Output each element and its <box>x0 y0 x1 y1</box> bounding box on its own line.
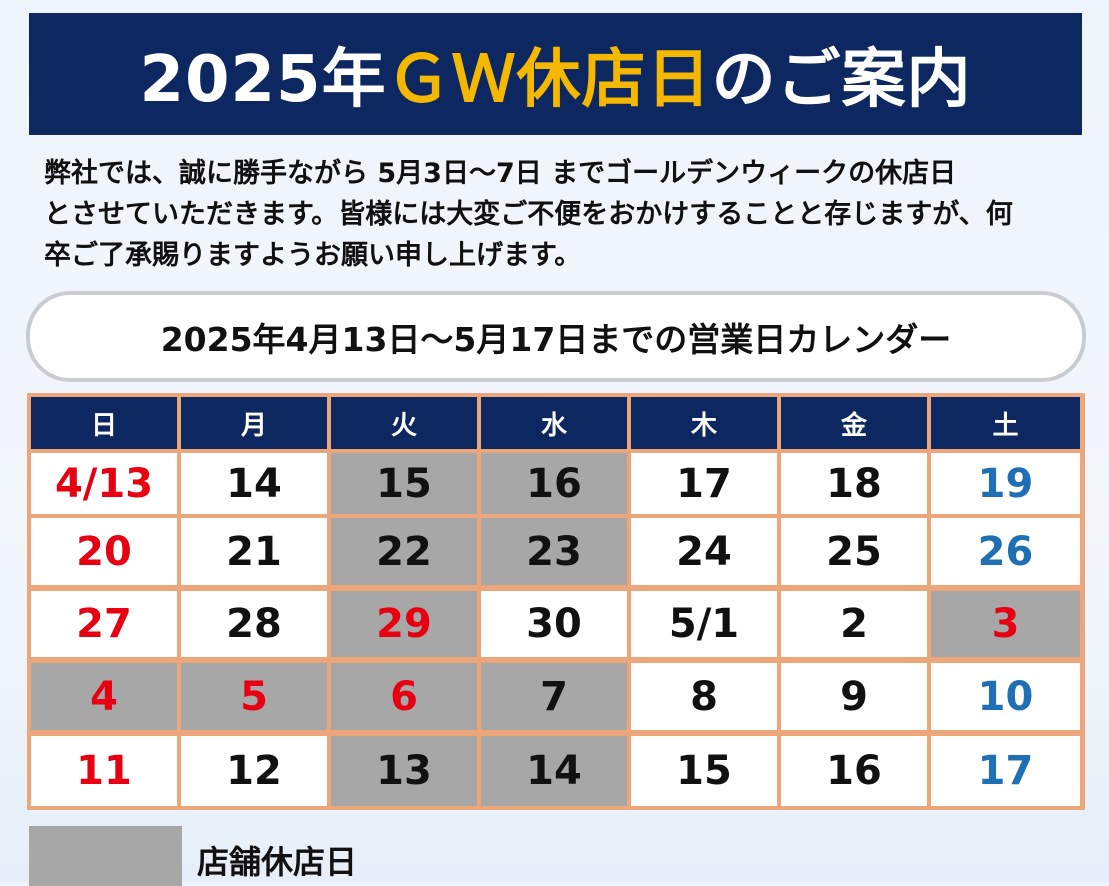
calendar-day: 21 <box>181 518 327 585</box>
weekday-header: 火 <box>331 397 477 449</box>
calendar-day-closed: 29 <box>331 591 477 657</box>
title-highlight: ＧＷ休店日 <box>386 43 712 117</box>
calendar-day: 30 <box>481 591 627 657</box>
calendar-day: 8 <box>631 663 777 730</box>
calendar-day: 19 <box>931 453 1080 514</box>
calendar-day-closed: 13 <box>331 736 477 806</box>
calendar-day-closed: 22 <box>331 518 477 585</box>
calendar-day: 5/1 <box>631 591 777 657</box>
calendar-day: 28 <box>181 591 327 657</box>
title-tail: のご案内 <box>711 43 972 117</box>
calendar-day: 27 <box>31 591 177 657</box>
legend-swatch-closed <box>29 826 182 886</box>
calendar-day-closed: 16 <box>481 453 627 514</box>
calendar-day: 14 <box>181 453 327 514</box>
legend-label-closed: 店舗休店日 <box>197 843 358 881</box>
calendar-day: 20 <box>31 518 177 585</box>
weekday-header: 水 <box>481 397 627 449</box>
intro-line: 弊社では、誠に勝手ながら 5月3日～7日 までゴールデンウィークの休店日 <box>44 158 957 189</box>
calendar-day: 10 <box>931 663 1080 730</box>
calendar-day: 2 <box>781 591 927 657</box>
calendar-day: 12 <box>181 736 327 806</box>
weekday-header: 土 <box>931 397 1080 449</box>
calendar-day: 26 <box>931 518 1080 585</box>
weekday-header: 木 <box>631 397 777 449</box>
calendar-day: 11 <box>31 736 177 806</box>
title-year: 2025年 <box>139 43 387 117</box>
calendar-day-closed: 3 <box>931 591 1080 657</box>
weekday-header: 月 <box>181 397 327 449</box>
weekday-header: 日 <box>31 397 177 449</box>
calendar-day-closed: 15 <box>331 453 477 514</box>
business-calendar: 日月火水木金土 4/13 14 15 16 17 18 19 20 21 22 23 24 25 26 27 2… <box>27 393 1085 810</box>
calendar-day-closed: 6 <box>331 663 477 730</box>
calendar-day: 24 <box>631 518 777 585</box>
calendar-day-closed: 5 <box>181 663 327 730</box>
calendar-day: 9 <box>781 663 927 730</box>
calendar-day: 16 <box>781 736 927 806</box>
calendar-title-text: 2025年4月13日～5月17日までの営業日カレンダー <box>160 319 952 359</box>
calendar-day-closed: 23 <box>481 518 627 585</box>
calendar-day-closed: 4 <box>31 663 177 730</box>
calendar-day: 17 <box>931 736 1080 806</box>
calendar-day: 17 <box>631 453 777 514</box>
calendar-day: 25 <box>781 518 927 585</box>
calendar-day: 18 <box>781 453 927 514</box>
weekday-header: 金 <box>781 397 927 449</box>
calendar-day: 15 <box>631 736 777 806</box>
calendar-day: 4/13 <box>31 453 177 514</box>
calendar-title: 2025年4月13日～5月17日までの営業日カレンダー <box>26 291 1086 382</box>
intro-line: とさせていただきます。皆様には大変ご不便をおかけすることと存じますが、何 <box>44 199 1013 230</box>
intro-text: 弊社では、誠に勝手ながら 5月3日～7日 までゴールデンウィークの休店日 とさせ… <box>44 153 1074 276</box>
calendar-day-closed: 7 <box>481 663 627 730</box>
intro-line: 卒ご了承賜りますようお願い申し上げます。 <box>44 240 582 271</box>
calendar-day-closed: 14 <box>481 736 627 806</box>
page-title: 2025年 ＧＷ休店日 のご案内 <box>29 13 1082 135</box>
